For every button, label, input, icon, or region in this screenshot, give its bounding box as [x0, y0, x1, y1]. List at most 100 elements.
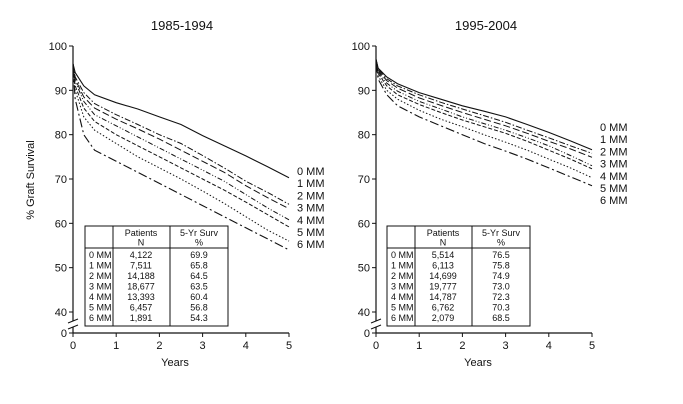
- legend-label: 2 MM: [600, 146, 628, 158]
- table-cell-patients: 19,777: [429, 282, 457, 292]
- table-cell-survival: 73.0: [492, 282, 510, 292]
- table-cell-label: 6 MM: [391, 313, 414, 323]
- table-cell-label: 1 MM: [89, 261, 112, 271]
- series-line-6-mm: [375, 63, 593, 187]
- table-cell-survival: 60.4: [190, 292, 208, 302]
- y-tick-label: 90: [358, 85, 370, 97]
- x-tick-label: 1: [416, 340, 422, 352]
- series-line-4-mm: [375, 61, 593, 170]
- table-header: 5-Yr Surv: [482, 228, 521, 238]
- legend-label: 3 MM: [297, 203, 325, 215]
- table-cell-patients: 7,511: [130, 261, 152, 271]
- series-line-5-mm: [375, 61, 593, 179]
- axis-break-mark: [370, 318, 382, 324]
- chart-title: 1985-1994: [151, 18, 213, 33]
- table-header: 5-Yr Surv: [180, 228, 219, 238]
- legend-label: 0 MM: [297, 166, 325, 178]
- table-cell-survival: 54.3: [190, 313, 208, 323]
- table-cell-survival: 76.5: [492, 250, 510, 260]
- table-cell-label: 3 MM: [391, 282, 414, 292]
- legend-label: 4 MM: [600, 171, 628, 183]
- x-tick-label: 0: [373, 340, 379, 352]
- x-axis-label: Years: [464, 357, 492, 369]
- y-tick-label: 40: [358, 307, 370, 319]
- y-tick-label: 80: [358, 130, 370, 142]
- table-cell-patients: 14,787: [429, 292, 457, 302]
- legend-label: 4 MM: [297, 215, 325, 227]
- y-tick-label: 100: [352, 41, 370, 53]
- legend-label: 5 MM: [600, 183, 628, 195]
- table-cell-label: 2 MM: [89, 271, 112, 281]
- axis-break-mark: [67, 318, 79, 324]
- table-cell-label: 5 MM: [89, 303, 112, 313]
- chart-panel-2: 1995-2004 0 40 50 60 70 80 90 100 0 1 2 3 4 5 Years 0 MM…: [352, 18, 628, 369]
- table-header: %: [195, 238, 203, 248]
- table-cell-patients: 18,677: [127, 282, 155, 292]
- table-cell-patients: 14,188: [127, 271, 155, 281]
- series-line-1-mm: [375, 59, 593, 154]
- y-tick-label: 40: [55, 307, 67, 319]
- table-header: N: [138, 238, 145, 248]
- table-cell-patients: 4,122: [130, 250, 153, 260]
- y-tick-label: 60: [55, 218, 67, 230]
- axis-break-mark: [370, 324, 382, 330]
- table-cell-survival: 65.8: [190, 261, 208, 271]
- table-cell-label: 5 MM: [391, 303, 414, 313]
- table-header: Patients: [427, 228, 460, 238]
- table-header: Patients: [125, 228, 158, 238]
- table-cell-survival: 74.9: [492, 271, 510, 281]
- series-line-5-mm: [72, 68, 290, 242]
- x-tick-label: 2: [459, 340, 465, 352]
- y-tick-label: 70: [55, 174, 67, 186]
- series-line-6-mm: [72, 68, 290, 251]
- y-tick-label: 50: [55, 263, 67, 275]
- series-line-1-mm: [72, 63, 290, 205]
- table-border: [84, 225, 229, 327]
- legend-label: 6 MM: [297, 239, 325, 251]
- table-cell-survival: 56.8: [190, 303, 208, 313]
- table-cell-survival: 72.3: [492, 292, 510, 302]
- table-cell-label: 0 MM: [391, 250, 414, 260]
- series-line-2-mm: [72, 63, 290, 210]
- x-tick-label: 4: [243, 340, 249, 352]
- x-tick-label: 2: [156, 340, 162, 352]
- table-cell-patients: 2,079: [432, 313, 455, 323]
- series-line-0-mm: [375, 59, 593, 151]
- y-tick-label: 90: [55, 85, 67, 97]
- legend-label: 6 MM: [600, 195, 628, 207]
- table-cell-label: 3 MM: [89, 282, 112, 292]
- x-axis-label: Years: [161, 357, 189, 369]
- x-tick-label: 0: [70, 340, 76, 352]
- table-cell-patients: 6,457: [130, 303, 153, 313]
- axis-break-mark: [67, 324, 79, 330]
- y-tick-label: 70: [358, 174, 370, 186]
- table-cell-patients: 1,891: [130, 313, 153, 323]
- table-cell-label: 1 MM: [391, 261, 414, 271]
- table-cell-survival: 70.3: [492, 303, 510, 313]
- table-cell-label: 2 MM: [391, 271, 414, 281]
- x-tick-label: 4: [546, 340, 552, 352]
- table-cell-patients: 13,393: [127, 292, 155, 302]
- table-cell-label: 0 MM: [89, 250, 112, 260]
- legend-label: 5 MM: [297, 227, 325, 239]
- y-tick-label: 100: [49, 41, 67, 53]
- table-cell-patients: 5,514: [432, 250, 455, 260]
- y-tick-label: 60: [358, 218, 370, 230]
- y-tick-label: 0: [364, 328, 370, 340]
- x-tick-label: 3: [200, 340, 206, 352]
- series-line-3-mm: [72, 63, 290, 221]
- series-line-0-mm: [72, 63, 290, 179]
- y-tick-label: 80: [55, 130, 67, 142]
- y-tick-label: 50: [358, 263, 370, 275]
- chart-panel-1: 1985-1994 0 40 50 60 70 80 90 100 0 1 2 3 4 5 Years % Gr…: [25, 18, 325, 369]
- series-line-3-mm: [375, 59, 593, 167]
- x-tick-label: 5: [589, 340, 595, 352]
- table-cell-survival: 68.5: [492, 313, 510, 323]
- legend-label: 1 MM: [297, 178, 325, 190]
- x-tick-label: 3: [503, 340, 509, 352]
- chart-title: 1995-2004: [455, 18, 517, 33]
- table-header: %: [497, 238, 505, 248]
